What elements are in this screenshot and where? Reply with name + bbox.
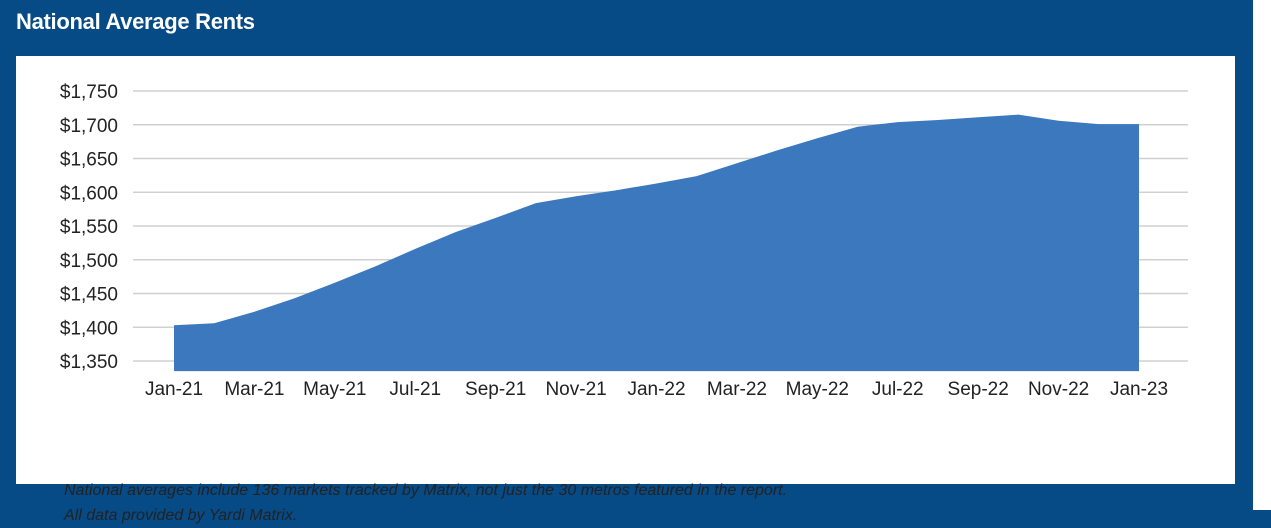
x-tick-label: May-22 [786, 379, 849, 400]
x-tick-label: Jan-22 [627, 379, 685, 400]
footnote-line-1: National averages include 136 markets tr… [64, 482, 788, 499]
x-tick-label: Jul-22 [872, 379, 924, 400]
x-tick-label: Jul-21 [389, 379, 441, 400]
y-tick-label: $1,600 [60, 183, 118, 204]
x-tick-label: Mar-21 [224, 379, 284, 400]
footnote-line-2: All data provided by Yardi Matrix. [64, 507, 298, 524]
y-tick-label: $1,650 [60, 150, 118, 171]
rent-area-series [174, 114, 1139, 372]
x-tick-label: Nov-22 [1028, 379, 1089, 400]
y-tick-label: $1,750 [60, 82, 118, 103]
x-tick-label: Jan-21 [145, 379, 203, 400]
x-tick-label: Jan-23 [1110, 379, 1168, 400]
y-tick-label: $1,500 [60, 251, 118, 272]
x-tick-label: Sep-22 [948, 379, 1009, 400]
footnote: National averages include 136 markets tr… [64, 478, 787, 528]
x-tick-label: Mar-22 [707, 379, 767, 400]
x-tick-label: May-21 [303, 379, 366, 400]
y-tick-label: $1,400 [60, 318, 118, 339]
rent-area-chart: $1,350 $1,400 $1,450 $1,500 $1,550 $1,600 $1,6… [60, 82, 1188, 400]
y-tick-label: $1,350 [60, 352, 118, 373]
chart-title: National Average Rents [16, 9, 255, 34]
chart-panel: $1,350 $1,400 $1,450 $1,500 $1,550 $1,600 $1,6… [16, 56, 1235, 524]
right-edge-strip [1253, 0, 1271, 510]
y-tick-label: $1,550 [60, 217, 118, 238]
y-tick-label: $1,700 [60, 116, 118, 137]
y-tick-label: $1,450 [60, 285, 118, 306]
x-tick-label: Nov-21 [545, 379, 606, 400]
x-tick-label: Sep-21 [465, 379, 526, 400]
